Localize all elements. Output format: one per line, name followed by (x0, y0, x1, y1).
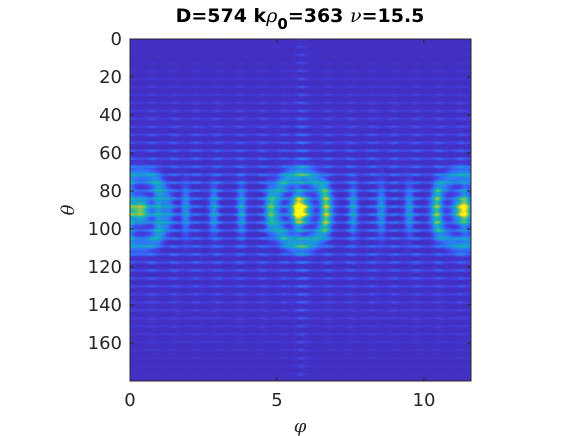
y-axis-label: θ (58, 204, 79, 215)
y-tick-label: 80 (99, 181, 122, 202)
y-tick-label: 140 (88, 295, 122, 316)
y-tick-label: 100 (88, 219, 122, 240)
x-tick-label: 10 (413, 390, 436, 411)
heatmap-image (130, 39, 471, 381)
x-tick-label: 0 (124, 390, 135, 411)
y-tick-label: 120 (88, 257, 122, 278)
x-axis-label: φ (294, 416, 307, 436)
y-tick-label: 60 (99, 143, 122, 164)
x-axis: 0 5 10 (124, 39, 435, 411)
x-tick-label: 5 (271, 390, 282, 411)
y-tick-label: 0 (111, 29, 122, 50)
chart-title: D=574 kρ0=363 ν=15.5 (176, 5, 425, 33)
y-tick-label: 160 (88, 333, 122, 354)
plot-area (129, 38, 472, 382)
y-axis: 0 20 40 60 80 100 120 140 160 (88, 29, 471, 354)
y-tick-label: 20 (99, 67, 122, 88)
plot-frame (129, 38, 472, 382)
heatmap-canvas (130, 39, 471, 381)
y-tick-label: 40 (99, 105, 122, 126)
